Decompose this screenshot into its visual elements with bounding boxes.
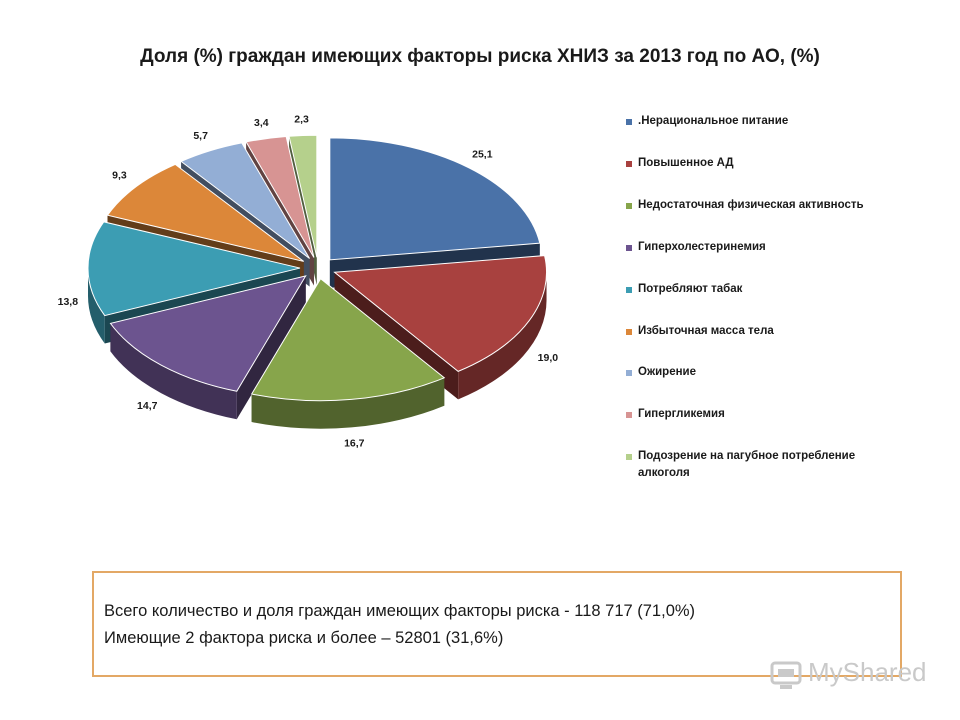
pie-slice-rim <box>88 268 105 344</box>
pie-slice-top <box>109 275 307 392</box>
legend-swatch-overweight <box>626 329 632 335</box>
pie-slice-top <box>106 163 305 262</box>
legend-swatch-blood-pressure <box>626 161 632 167</box>
legend-item-physical-activity: Недостаточная физическая активность <box>626 197 916 214</box>
legend-swatch-obesity <box>626 370 632 376</box>
legend-swatch-physical-activity <box>626 203 632 209</box>
pie-slice-top <box>288 134 318 258</box>
pie-slice-top <box>87 221 301 317</box>
pie-value-label: 3,4 <box>254 117 269 129</box>
legend-item-blood-pressure: Повышенное АД <box>626 155 916 172</box>
legend-label-hyperglycemia: Гипергликемия <box>638 408 725 420</box>
legend-item-obesity: Ожирение <box>626 364 916 381</box>
legend-swatch-tobacco <box>626 287 632 293</box>
pie-value-label: 19,0 <box>538 352 559 364</box>
pie-slice-2 <box>250 277 446 429</box>
pie-value-label: 16,7 <box>344 437 365 449</box>
pie-slice-top <box>250 277 446 402</box>
legend-item-overweight: Избыточная масса тела <box>626 323 916 340</box>
pie-value-label: 5,7 <box>193 130 208 142</box>
legend-swatch-hyperglycemia <box>626 412 632 418</box>
pie-slice-3 <box>109 275 307 420</box>
legend-swatch-alcohol <box>626 454 632 460</box>
legend-label-blood-pressure: Повышенное АД <box>638 157 734 169</box>
legend-label-physical-activity: Недостаточная физическая активность <box>638 199 864 211</box>
legend-label-overweight: Избыточная масса тела <box>638 325 774 337</box>
legend-label-tobacco: Потребляют табак <box>638 283 743 295</box>
pie-slice-top <box>329 137 541 261</box>
pie-value-label: 2,3 <box>294 113 309 125</box>
pie-slice-top <box>245 136 315 258</box>
chart-title: Доля (%) граждан имеющих факторы риска Х… <box>140 46 820 67</box>
pie-value-label: 25,1 <box>472 148 493 160</box>
pie-chart: 25,1 19,0 16,7 14,7 13,8 9,3 5,7 3,4 2,3 <box>58 113 559 449</box>
legend-item-nutrition: .Нерациональное питание <box>626 113 916 130</box>
summary-total-line: Всего количество и доля граждан имеющих … <box>104 602 696 620</box>
watermark-text: MyShared <box>808 657 927 687</box>
pie-value-label: 13,8 <box>58 296 79 308</box>
legend-label-nutrition: .Нерациональное питание <box>638 115 789 127</box>
pie-value-label: 9,3 <box>112 169 127 181</box>
pie-slice-top <box>180 142 310 259</box>
summary-multi-risk-line: Имеющие 2 фактора риска и более – 52801 … <box>104 629 504 647</box>
pie-slice-top <box>333 255 547 372</box>
legend-label-alcohol: Подозрение на пагубное потребление алког… <box>638 450 856 479</box>
legend-label-cholesterol: Гиперхолестеринемия <box>638 241 766 253</box>
legend-label-obesity: Ожирение <box>638 366 696 378</box>
pie-slice-rim <box>251 377 445 429</box>
watermark: MyShared <box>768 655 938 695</box>
pie-slice-wall <box>236 275 306 420</box>
legend-swatch-cholesterol <box>626 245 632 251</box>
legend-item-cholesterol: Гиперхолестеринемия <box>626 239 916 256</box>
legend-item-alcohol: Подозрение на пагубное потребление алког… <box>626 448 896 482</box>
myshared-logo-icon <box>770 661 802 689</box>
legend-item-hyperglycemia: Гипергликемия <box>626 406 916 423</box>
legend-swatch-nutrition <box>626 119 632 125</box>
pie-value-label: 14,7 <box>137 400 158 412</box>
pie-slice-rim <box>458 272 547 400</box>
summary-box: Всего количество и доля граждан имеющих … <box>92 571 902 677</box>
legend-item-tobacco: Потребляют табак <box>626 281 916 298</box>
